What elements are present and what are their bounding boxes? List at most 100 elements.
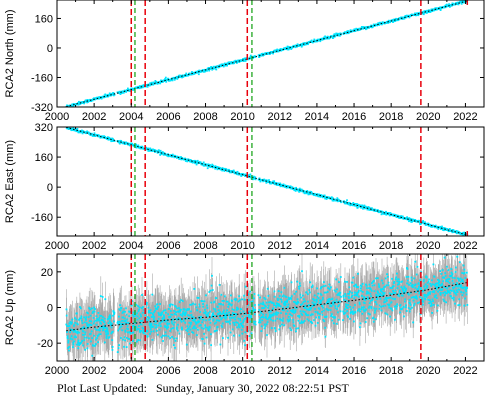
data-point [192,318,195,321]
data-point [209,289,212,292]
data-point [258,178,260,181]
data-point [305,192,308,195]
data-point [285,46,287,49]
data-point [135,325,138,328]
data-point [269,300,272,303]
data-point [273,302,275,305]
data-point [212,312,214,315]
data-point [95,329,98,331]
data-point [140,307,143,309]
data-point [247,176,250,178]
data-point [270,315,273,318]
data-point [150,322,153,325]
panel-up: 2000 2002 2004 2006 2008 2010 2012 2014 2016 2018… [4,253,485,377]
data-point [88,320,91,322]
data-point [242,60,245,62]
data-point [424,221,426,224]
data-point [286,46,289,49]
data-point [84,333,86,336]
data-point [94,308,96,310]
data-point [150,316,153,318]
data-point [80,341,83,344]
data-point [171,336,173,338]
data-points [65,127,469,236]
data-point [158,149,160,152]
x-tick-label: 2008 [193,111,217,123]
data-point [294,187,297,190]
data-point [293,187,296,190]
data-point [165,311,167,314]
data-point [113,311,116,314]
data-point [258,56,261,58]
data-point [208,318,210,321]
data-point [438,7,441,10]
data-point [355,27,358,30]
data-point [74,329,77,332]
data-point [186,330,189,333]
data-point [214,322,216,325]
data-point [267,295,270,297]
data-point [455,230,458,232]
data-point [93,320,96,323]
data-point [99,136,102,139]
data-point [101,135,104,138]
data-point [294,46,297,49]
data-point [95,323,98,326]
x-tick-label: 2020 [416,111,440,123]
data-point [125,307,127,310]
data-point [272,307,275,310]
data-point [253,297,255,300]
data-point [176,307,179,310]
data-point [177,317,180,320]
data-point [274,319,277,322]
data-point [179,317,181,320]
data-point [98,317,101,319]
data-point [439,9,442,11]
data-point [258,321,260,324]
data-point [249,173,252,176]
data-point [204,326,207,329]
data-point [133,88,135,91]
data-point [267,318,269,321]
data-point [124,339,126,342]
data-point [222,311,225,313]
data-point [118,140,120,142]
data-point [103,341,106,344]
data-point [90,320,93,323]
data-point [78,319,80,321]
data-point [118,321,121,323]
data-point [182,320,185,322]
data-point [111,330,114,333]
data-point [444,5,446,8]
data-point [121,320,123,322]
data-point [214,308,217,311]
data-point [254,309,257,311]
data-point [242,319,245,322]
data-point [187,314,189,317]
data-point [240,324,243,327]
data-point [242,321,245,324]
data-point [137,144,140,147]
data-point [120,90,123,93]
data-point [444,4,447,7]
data-point [268,315,271,317]
data-point [85,316,87,319]
data-point [253,322,256,325]
data-point [134,144,137,147]
data-point [179,158,182,160]
data-point [82,334,84,336]
panel-east: 2000 2002 2004 2006 2008 2010 2012 2014 2016 2018… [4,122,485,252]
data-point [148,150,151,152]
data-point [235,309,238,311]
data-point [150,324,153,326]
data-point [184,312,187,315]
data-point [211,274,213,277]
data-point [75,331,77,333]
data-point [153,311,155,314]
data-point [274,327,276,330]
data-point [93,310,96,313]
data-point [77,341,79,344]
data-point [248,335,251,337]
data-point [198,305,201,308]
data-point [123,320,126,323]
